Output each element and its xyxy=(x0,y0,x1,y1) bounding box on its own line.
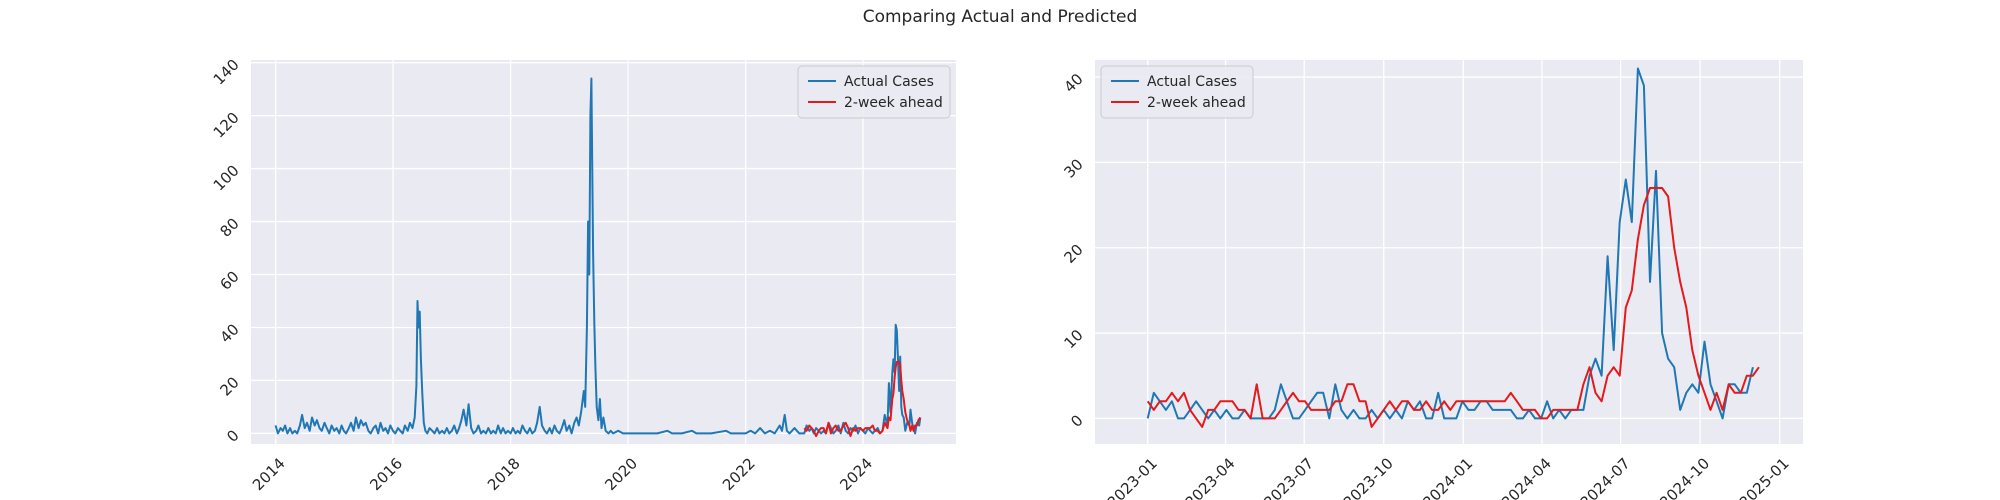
x-tick-label: 2014 xyxy=(249,454,289,494)
series-line-2-week-ahead xyxy=(803,360,922,438)
right-chart-panel: 0 10 20 30 40 2023-01 2023-04 2023-07 2023-10 202… xyxy=(1060,60,1803,500)
y-tick-label: 40 xyxy=(1060,70,1086,96)
x-tick-label: 2024-10 xyxy=(1656,454,1713,500)
series-line-2-week-ahead xyxy=(1146,187,1760,428)
y-tick-label: 40 xyxy=(216,320,242,346)
legend-label: 2-week ahead xyxy=(844,95,943,111)
y-tick-label: 80 xyxy=(216,214,242,240)
y-tick-label: 10 xyxy=(1060,326,1086,352)
series-line-actual-cases xyxy=(274,77,922,435)
x-tick-label: 2025-01 xyxy=(1736,454,1793,500)
x-tick-label: 2023-01 xyxy=(1104,454,1161,500)
y-tick-label: 20 xyxy=(216,373,242,399)
x-tick-label: 2016 xyxy=(366,454,406,494)
plot-area xyxy=(1095,60,1803,444)
legend-box xyxy=(1100,65,1254,119)
x-tick-label: 2023-07 xyxy=(1260,454,1317,500)
x-tick-label: 2018 xyxy=(484,454,524,494)
legend-label: Actual Cases xyxy=(1147,74,1237,90)
legend-label: Actual Cases xyxy=(844,74,934,90)
left-chart-panel: 0 20 40 60 80 100 120 140 2014 2016 2018 2020 2022 20… xyxy=(210,56,956,494)
y-tick-label: 140 xyxy=(210,56,243,89)
x-tick-label: 2024-04 xyxy=(1498,454,1555,500)
x-tick-label: 2024-01 xyxy=(1419,454,1476,500)
x-tick-label: 2020 xyxy=(601,454,641,494)
legend: Actual Cases 2-week ahead xyxy=(797,65,951,119)
x-tick-label: 2022 xyxy=(719,454,759,494)
y-tick-label: 100 xyxy=(210,162,243,195)
y-tick-label: 0 xyxy=(223,426,242,445)
figure-title: Comparing Actual and Predicted xyxy=(862,7,1138,27)
y-tick-label: 120 xyxy=(210,109,243,142)
y-tick-label: 30 xyxy=(1060,155,1086,181)
legend-label: 2-week ahead xyxy=(1147,95,1246,111)
x-tick-label: 2023-10 xyxy=(1340,454,1397,500)
y-tick-label: 0 xyxy=(1067,411,1086,430)
legend-box xyxy=(797,65,951,119)
y-tick-label: 60 xyxy=(216,267,242,293)
y-tick-label: 20 xyxy=(1060,241,1086,267)
x-tick-label: 2023-04 xyxy=(1182,454,1239,500)
legend: Actual Cases 2-week ahead xyxy=(1100,65,1254,119)
x-tick-label: 2024 xyxy=(836,454,876,494)
x-tick-label: 2024-07 xyxy=(1577,454,1634,500)
